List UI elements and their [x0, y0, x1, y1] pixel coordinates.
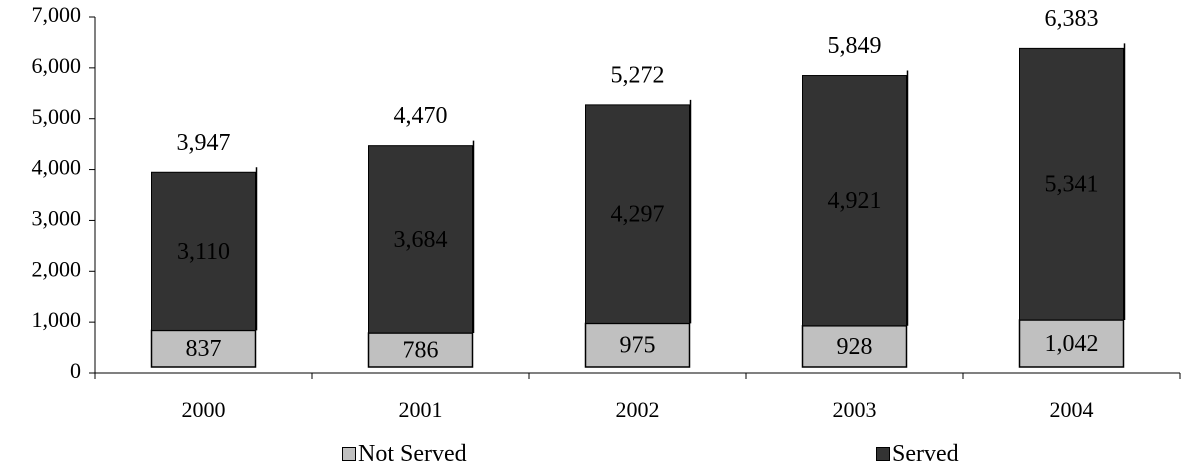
bar-served	[368, 145, 473, 334]
legend-swatch-not-served	[342, 447, 356, 461]
bar-served	[1019, 47, 1124, 321]
legend: Not Served Served	[0, 442, 1182, 468]
y-tick-label: 0	[70, 358, 81, 383]
data-label-not-served: 786	[403, 338, 439, 364]
x-tick-label: 2000	[182, 397, 226, 422]
y-tick-label: 4,000	[32, 155, 82, 180]
legend-item-not-served: Not Served	[342, 442, 467, 466]
data-label-served: 3,110	[177, 239, 230, 265]
y-tick-label: 6,000	[32, 53, 82, 78]
data-label-total: 4,470	[394, 103, 448, 129]
bar-served	[151, 171, 256, 331]
data-label-served: 3,684	[394, 227, 448, 253]
bar-not-served	[801, 325, 908, 368]
data-label-served: 4,921	[828, 188, 882, 214]
x-tick-label: 2003	[833, 397, 877, 422]
y-tick-label: 7,000	[32, 2, 82, 27]
data-label-served: 5,341	[1045, 172, 1099, 198]
data-label-served: 4,297	[611, 202, 665, 228]
data-label-not-served: 837	[186, 336, 222, 362]
y-tick-label: 1,000	[32, 307, 82, 332]
bar-not-served	[150, 329, 257, 368]
legend-label-not-served: Not Served	[358, 441, 467, 467]
data-label-not-served: 975	[620, 333, 656, 359]
bar-served	[802, 75, 907, 327]
bar-not-served	[1018, 319, 1125, 368]
legend-swatch-served	[876, 447, 890, 461]
y-tick-label: 2,000	[32, 256, 82, 281]
stacked-bar-chart: 0 1,000 2,000 3,000 4,000 5,000 6,000 7,000 837 3…	[32, 2, 1181, 422]
data-label-total: 5,272	[611, 62, 665, 88]
data-label-not-served: 1,042	[1045, 331, 1099, 357]
legend-item-served: Served	[876, 442, 959, 466]
bar-not-served	[584, 322, 691, 368]
legend-label-served: Served	[892, 441, 959, 467]
data-label-not-served: 928	[837, 334, 873, 360]
x-tick-label: 2002	[616, 397, 660, 422]
data-label-total: 5,849	[828, 33, 882, 59]
bar-served	[585, 104, 690, 324]
x-tick-label: 2001	[399, 397, 443, 422]
data-label-total: 3,947	[177, 130, 231, 156]
y-tick-label: 5,000	[32, 104, 82, 129]
x-tick-label: 2004	[1050, 397, 1094, 422]
y-tick-label: 3,000	[32, 205, 82, 230]
data-label-total: 6,383	[1045, 6, 1099, 32]
